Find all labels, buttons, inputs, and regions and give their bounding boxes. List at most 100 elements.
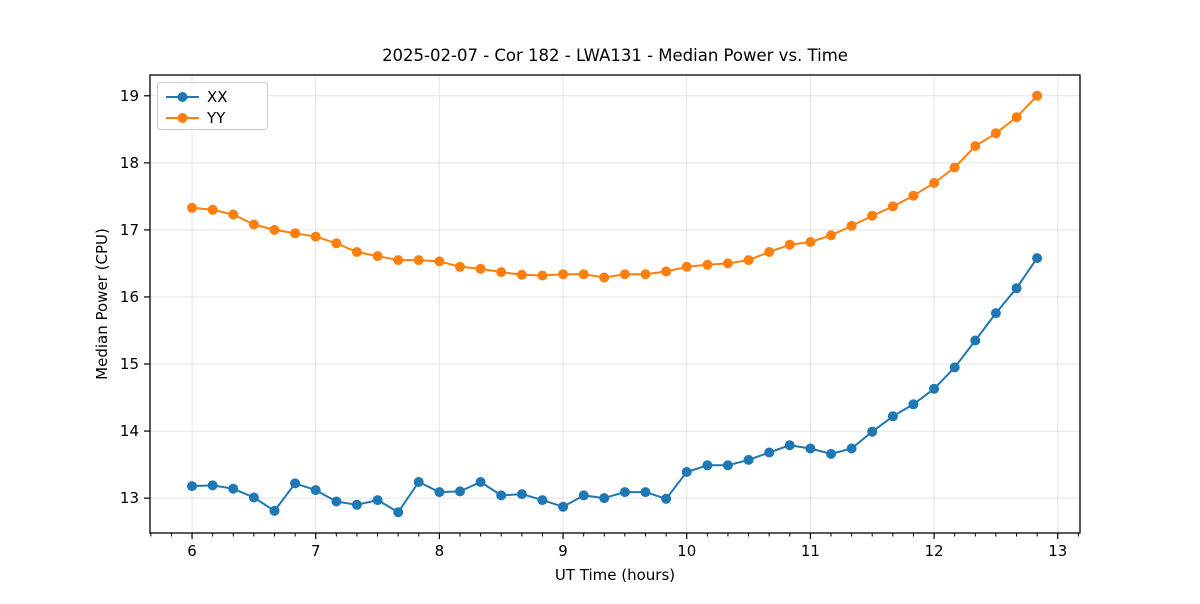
series-yy-point xyxy=(784,239,795,250)
x-tick-label: 6 xyxy=(187,542,197,560)
y-axis-label: Median Power (CPU) xyxy=(93,228,111,380)
series-xx-point xyxy=(908,399,919,410)
series-yy-point xyxy=(619,269,630,280)
legend-label: XX xyxy=(207,88,228,106)
series-yy-point xyxy=(578,269,589,280)
series-yy-point xyxy=(846,220,857,231)
x-axis-label: UT Time (hours) xyxy=(555,566,675,584)
series-yy-point xyxy=(434,256,445,267)
series-yy-point xyxy=(990,128,1001,139)
series-yy-point xyxy=(248,219,259,230)
series-xx-point xyxy=(826,448,837,459)
series-xx-point xyxy=(599,493,610,504)
series-yy-point xyxy=(290,228,301,239)
series-xx-point xyxy=(331,496,342,507)
y-tick-label: 15 xyxy=(120,355,139,373)
y-tick-label: 16 xyxy=(120,288,139,306)
series-xx-point xyxy=(207,480,218,491)
series-yy-point xyxy=(496,267,507,278)
series-yy-point xyxy=(702,259,713,270)
series-xx-point xyxy=(228,483,239,494)
series-xx-point xyxy=(351,499,362,510)
x-tick-label: 13 xyxy=(1048,542,1067,560)
series-xx-point xyxy=(887,411,898,422)
y-tick-label: 17 xyxy=(120,221,139,239)
series-xx-point xyxy=(619,487,630,498)
series-xx-point xyxy=(496,490,507,501)
series-yy-point xyxy=(826,230,837,241)
series-yy-point xyxy=(475,263,486,274)
series-xx-point xyxy=(269,505,280,516)
series-xx-point xyxy=(640,487,651,498)
legend-marker-sample xyxy=(177,92,188,102)
series-xx-point xyxy=(537,495,548,506)
series-yy-point xyxy=(516,269,527,280)
series-yy-point xyxy=(867,210,878,221)
series-yy-point xyxy=(558,269,569,280)
series-xx-point xyxy=(702,460,713,471)
series-xx-point xyxy=(681,467,692,477)
series-xx-point xyxy=(248,492,259,503)
series-xx-point xyxy=(722,460,733,471)
chart-title: 2025-02-07 - Cor 182 - LWA131 - Median P… xyxy=(382,46,848,65)
series-yy-point xyxy=(228,209,239,220)
series-xx-line xyxy=(191,257,1039,514)
x-tick-label: 8 xyxy=(435,542,445,560)
series-yy-point xyxy=(310,231,321,242)
series-yy-point xyxy=(1032,90,1043,101)
series-xx-point xyxy=(949,362,960,373)
series-xx-point xyxy=(475,477,486,487)
legend: XX YY xyxy=(157,82,268,130)
x-tick-label: 7 xyxy=(311,542,321,560)
y-tick-label: 18 xyxy=(120,154,139,172)
series-yy-point xyxy=(970,141,981,152)
legend-marker-sample xyxy=(177,113,188,123)
series-yy-point xyxy=(929,178,940,188)
series-xx-point xyxy=(578,490,589,501)
series-xx-point xyxy=(805,443,816,454)
series-yy-point xyxy=(269,224,280,235)
series-yy-point xyxy=(537,270,548,281)
series-xx-point xyxy=(784,440,795,451)
series-xx-point xyxy=(516,489,527,500)
series-xx-point xyxy=(455,486,465,497)
series-xx-point xyxy=(372,495,383,506)
series-yy-point xyxy=(887,201,898,212)
series-xx-point xyxy=(558,501,569,512)
legend-label: YY xyxy=(206,109,226,127)
y-tick-label: 13 xyxy=(120,489,139,507)
series-yy-point xyxy=(805,237,816,247)
series-xx-point xyxy=(743,454,754,465)
series-xx-point xyxy=(661,493,672,504)
series-xx-point xyxy=(1032,253,1043,264)
series-xx-point xyxy=(413,477,424,487)
series-yy-point xyxy=(351,247,362,257)
series-xx-point xyxy=(434,487,445,498)
x-tick-label: 12 xyxy=(925,542,944,560)
series-yy-point xyxy=(413,255,424,266)
series-yy-point xyxy=(187,202,197,213)
series-yy-point xyxy=(1011,112,1022,123)
series-xx-point xyxy=(846,443,857,454)
series-xx-point xyxy=(929,383,940,394)
series-yy-point xyxy=(764,247,775,257)
series-xx-point xyxy=(764,447,775,458)
series-yy-point xyxy=(207,204,218,215)
y-tick-label: 14 xyxy=(120,422,139,440)
axes-box xyxy=(149,74,1081,534)
series-yy-line xyxy=(191,94,1039,279)
x-tick-label: 10 xyxy=(677,542,696,560)
y-tick-label: 19 xyxy=(120,87,139,105)
series-yy-point xyxy=(372,251,383,262)
x-tick-label: 9 xyxy=(558,542,568,560)
series-xx-point xyxy=(990,308,1001,319)
series-xx-point xyxy=(310,485,321,496)
series-yy-point xyxy=(599,272,610,283)
series-xx-point xyxy=(187,481,197,492)
x-tick-label: 11 xyxy=(801,542,820,560)
series-yy-point xyxy=(640,269,651,280)
series-yy-point xyxy=(949,162,960,173)
series-xx-point xyxy=(290,478,301,489)
